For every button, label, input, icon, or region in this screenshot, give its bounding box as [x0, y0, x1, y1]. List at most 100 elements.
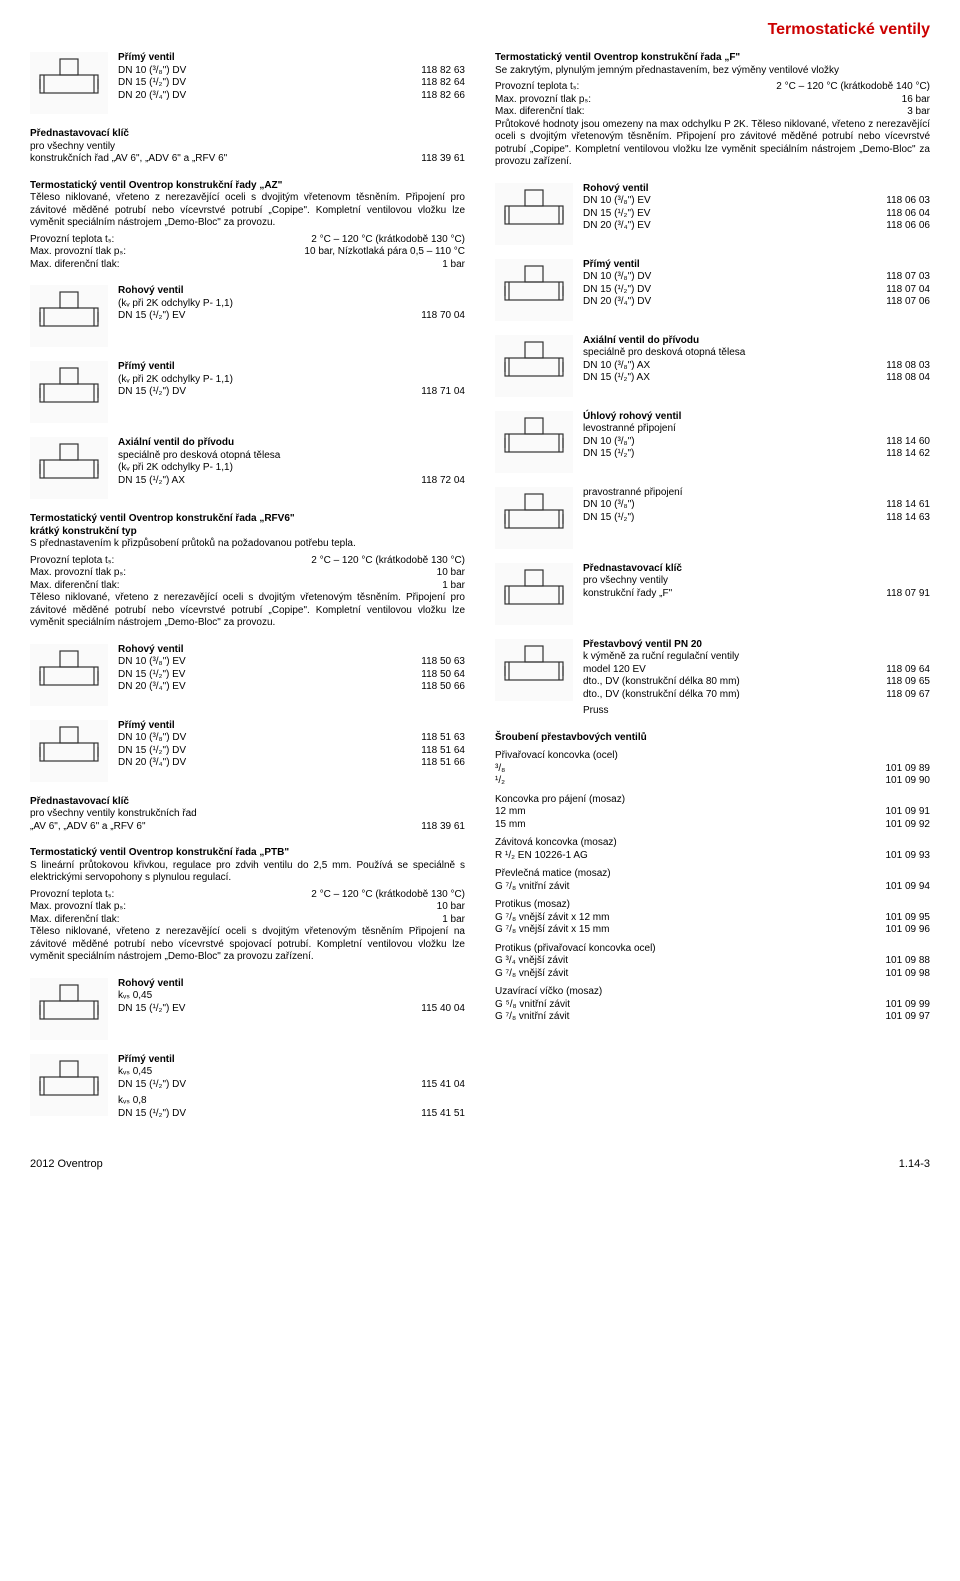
- block-heading: Přestavbový ventil PN 20: [583, 639, 930, 652]
- spec-value: 10 bar: [437, 567, 465, 580]
- data-row: DN 10 (³/₈") DV118 82 63: [118, 65, 465, 78]
- row-value: 115 41 04: [421, 1079, 465, 1092]
- block: Rohový ventilDN 10 (³/₈") EV118 50 63DN …: [30, 644, 465, 706]
- valve-icon: [30, 978, 108, 1040]
- spec-value: 2 °C – 120 °C (krátkodobě 140 °C): [776, 81, 930, 94]
- group-title: Protikus (přivařovací koncovka ocel): [495, 943, 930, 956]
- block-heading: Přednastavovací klíč: [30, 796, 465, 809]
- block-content: Přestavbový ventil PN 20k výměně za ručn…: [583, 639, 930, 718]
- data-row: DN 10 (³/₈") EV118 50 63: [118, 656, 465, 669]
- row-label: „AV 6", „ADV 6" a „RFV 6": [30, 821, 411, 834]
- row-value: 101 09 95: [886, 912, 931, 925]
- row-label: dto., DV (konstrukční délka 80 mm): [583, 676, 876, 689]
- block: Termostatický ventil Oventrop konstrukčn…: [30, 847, 465, 964]
- data-row: DN 20 (³/₄") DV118 51 66: [118, 757, 465, 770]
- group-title: Protikus (mosaz): [495, 899, 930, 912]
- valve-icon: [30, 285, 108, 347]
- spec-row: Max. provozní tlak pₛ: 10 bar: [30, 567, 465, 580]
- row-value: 118 70 04: [421, 310, 465, 323]
- spec-label: Max. provozní tlak pₛ:: [30, 567, 427, 580]
- row-value: 118 39 61: [421, 821, 465, 834]
- data-row: G ⁷/₈ vnitřní závit 101 09 94: [495, 881, 930, 894]
- block-sub: speciálně pro desková otopná tělesa(kᵥ p…: [118, 450, 465, 475]
- block-para: Těleso niklované, vřeteno z nerezavějící…: [30, 192, 465, 230]
- block: Úhlový rohový ventillevostranné připojen…: [495, 411, 930, 473]
- block-heading: Rohový ventil: [118, 978, 465, 991]
- block: Přímý ventilDN 10 (³/₈") DV118 07 03DN 1…: [495, 259, 930, 321]
- block-content: Přednastavovací klíčpro všechny ventilyk…: [583, 563, 930, 601]
- row-value: 101 09 94: [886, 881, 931, 894]
- data-row: 12 mm101 09 91: [495, 806, 930, 819]
- row-value: 101 09 90: [886, 775, 931, 788]
- row-label: konstrukční řady „F": [583, 588, 876, 601]
- valve-icon: [30, 52, 108, 114]
- row-value: 118 50 64: [421, 669, 465, 682]
- spec-value: 1 bar: [442, 259, 465, 272]
- data-row: DN 15 (¹/₂") DV118 07 04: [583, 284, 930, 297]
- spec-value: 1 bar: [442, 914, 465, 927]
- block-content: Rohový ventil(kᵥ při 2K odchylky P- 1,1)…: [118, 285, 465, 323]
- block-content: pravostranné připojeníDN 10 (³/₈")118 14…: [583, 487, 930, 525]
- spec-value: 10 bar: [437, 901, 465, 914]
- row-label: DN 10 (³/₈") EV: [118, 656, 411, 669]
- data-row: DN 15 (¹/₂")118 14 63: [583, 512, 930, 525]
- block-content: Rohový ventilDN 10 (³/₈") EV118 06 03DN …: [583, 183, 930, 233]
- block: Rohový ventilDN 10 (³/₈") EV118 06 03DN …: [495, 183, 930, 245]
- row-value: 118 08 04: [886, 372, 930, 385]
- row-value: 118 71 04: [421, 386, 465, 399]
- group-title: Převlečná matice (mosaz): [495, 868, 930, 881]
- block: Přednastavovací klíčpro všechny ventily …: [30, 796, 465, 834]
- block-sub: speciálně pro desková otopná tělesa: [583, 347, 930, 360]
- block-heading: Rohový ventil: [583, 183, 930, 196]
- spec-label: Max. diferenční tlak:: [30, 580, 432, 593]
- columns: Přímý ventilDN 10 (³/₈") DV118 82 63DN 1…: [30, 52, 930, 1134]
- row-value: 118 51 64: [421, 745, 465, 758]
- row-label: DN 10 (³/₈") DV: [583, 271, 876, 284]
- row-value: 118 39 61: [421, 153, 465, 166]
- block-heading: Přímý ventil: [118, 361, 465, 374]
- group-title: Přivařovací koncovka (ocel): [495, 750, 930, 763]
- block-heading: Přímý ventil: [118, 52, 465, 65]
- row-value: 118 07 91: [886, 588, 930, 601]
- data-row: DN 15 (¹/₂") DV 118 51 64: [118, 745, 465, 758]
- row-value: 101 09 99: [886, 999, 931, 1012]
- data-row: DN 15 (¹/₂") AX118 72 04: [118, 475, 465, 488]
- data-row: DN 15 (¹/₂") DV115 41 51: [118, 1108, 465, 1121]
- block-content: Axiální ventil do přívoduspeciálně pro d…: [118, 437, 465, 487]
- row-value: 118 14 61: [886, 499, 930, 512]
- row-value: 101 09 92: [886, 819, 931, 832]
- row-label: DN 15 (¹/₂") DV: [118, 745, 411, 758]
- data-row: DN 15 (¹/₂") DV118 71 04: [118, 386, 465, 399]
- data-row: DN 20 (³/₄") EV118 50 66: [118, 681, 465, 694]
- spec-label: Provozní teplota tₛ:: [495, 81, 766, 94]
- footer-right: 1.14-3: [899, 1158, 930, 1172]
- data-row: model 120 EV118 09 64: [583, 664, 930, 677]
- row-label: konstrukčních řad „AV 6", „ADV 6" a „RFV…: [30, 153, 411, 166]
- block-content: Přímý ventilDN 10 (³/₈") DV118 82 63DN 1…: [118, 52, 465, 102]
- spec-row: Provozní teplota tₛ: 2 °C – 120 °C (krátk…: [495, 81, 930, 94]
- data-row: DN 10 (³/₈") AX118 08 03: [583, 360, 930, 373]
- data-row: DN 10 (³/₈") DV118 07 03: [583, 271, 930, 284]
- row-label: G ⁷/₈ vnější závit x 15 mm: [495, 924, 876, 937]
- row-label: G ⁷/₈ vnitřní závit: [495, 881, 876, 894]
- spec-value: 10 bar, Nízkotlaká pára 0,5 – 110 °C: [304, 246, 465, 259]
- spec-value: 2 °C – 120 °C (krátkodobě 130 °C): [311, 889, 465, 902]
- column-right: Termostatický ventil Oventrop konstrukčn…: [495, 52, 930, 1134]
- data-row: DN 15 (¹/₂") DV118 82 64: [118, 77, 465, 90]
- row-label: DN 20 (³/₄") DV: [118, 90, 411, 103]
- data-row: DN 15 (¹/₂")118 14 62: [583, 448, 930, 461]
- block: Termostatický ventil Oventrop konstrukčn…: [495, 52, 930, 169]
- spec-label: Max. diferenční tlak:: [30, 914, 432, 927]
- block-sub: (kᵥ při 2K odchylky P- 1,1): [118, 298, 465, 311]
- block-specs: Provozní teplota tₛ:2 °C – 120 °C (krátk…: [30, 234, 465, 272]
- row-value: 118 14 60: [886, 436, 930, 449]
- row-label: DN 15 (¹/₂") DV: [118, 1079, 411, 1092]
- block-sub: levostranné připojení: [583, 423, 930, 436]
- block-content: Axiální ventil do přívoduspeciálně pro d…: [583, 335, 930, 385]
- block-heading: Axiální ventil do přívodu: [583, 335, 930, 348]
- block-heading: Termostatický ventil Oventrop konstrukčn…: [495, 52, 930, 65]
- spec-label: Max. provozní tlak pₛ:: [495, 94, 892, 107]
- row-value: 118 14 63: [886, 512, 930, 525]
- block-specs: Provozní teplota tₛ: 2 °C – 120 °C (krátk…: [495, 81, 930, 119]
- block-content: Úhlový rohový ventillevostranné připojen…: [583, 411, 930, 461]
